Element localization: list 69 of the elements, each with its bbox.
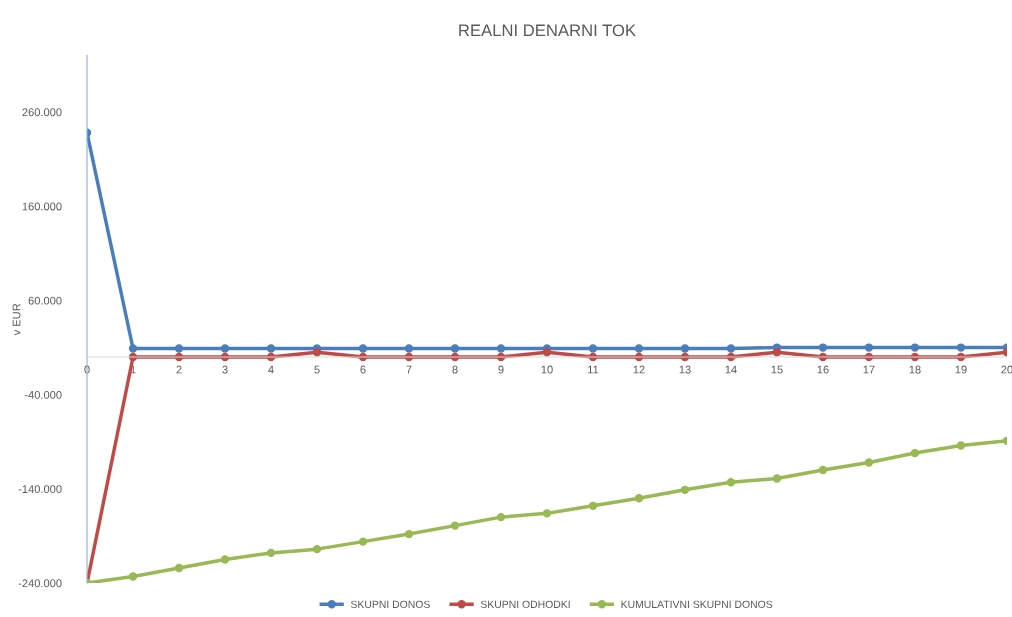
point <box>404 529 414 539</box>
point <box>910 343 920 352</box>
point <box>496 512 506 522</box>
chart-title: REALNI DENARNI TOK <box>459 24 636 37</box>
point <box>174 563 184 573</box>
y-tick-label: 160.000 <box>22 202 62 211</box>
point <box>542 509 552 518</box>
x-tick-label: 8 <box>452 365 458 374</box>
point <box>818 343 828 352</box>
x-tick-label: 18 <box>909 365 921 374</box>
point <box>680 485 690 494</box>
legend-label: KUMULATIVNI SKUPNI DONOS <box>621 600 773 608</box>
x-tick-label: 9 <box>498 365 504 374</box>
legend-label: SKUPNI ODHODKI <box>480 600 570 608</box>
x-tick-label: 7 <box>406 365 412 374</box>
x-tick-label: 13 <box>679 365 691 374</box>
point <box>496 344 506 353</box>
y-tick-label: -240.000 <box>18 579 62 588</box>
point <box>910 448 920 458</box>
x-tick-label: 5 <box>314 365 320 374</box>
x-tick-label: 0 <box>84 365 90 374</box>
point <box>312 348 322 357</box>
point <box>864 458 874 467</box>
point <box>128 344 138 353</box>
point <box>450 521 460 530</box>
point <box>956 441 966 450</box>
point <box>726 344 736 353</box>
point <box>220 344 230 353</box>
x-tick-label: 3 <box>222 365 228 374</box>
y-tick-label: -40.000 <box>24 390 62 399</box>
y-axis-title: v EUR <box>12 303 21 336</box>
y-tick-label: 60.000 <box>28 296 62 305</box>
point <box>864 343 874 352</box>
point <box>128 572 138 581</box>
point <box>542 348 552 357</box>
point <box>358 537 368 546</box>
point <box>818 465 828 475</box>
point <box>956 343 966 352</box>
point <box>588 501 598 510</box>
point <box>680 344 690 353</box>
y-tick-label: -140.000 <box>18 485 62 493</box>
x-tick-label: 2 <box>176 365 182 374</box>
x-tick-label: 11 <box>588 365 599 374</box>
x-tick-label: 17 <box>863 365 875 374</box>
x-tick-label: 16 <box>817 365 829 374</box>
legend-label: SKUPNI DONOS <box>350 600 430 608</box>
point <box>358 344 368 353</box>
point <box>588 344 598 353</box>
point <box>312 544 322 554</box>
point <box>266 344 276 353</box>
x-tick-label: 14 <box>725 365 737 374</box>
point <box>404 344 414 353</box>
x-tick-label: 12 <box>633 365 645 374</box>
y-tick-label: 260.000 <box>22 108 62 117</box>
point <box>772 474 782 483</box>
point <box>174 344 184 353</box>
point <box>634 494 644 503</box>
point <box>726 478 736 487</box>
x-tick-label: 15 <box>771 365 783 374</box>
point <box>266 548 276 558</box>
point <box>634 344 644 353</box>
x-tick-label: 6 <box>360 365 366 374</box>
point <box>220 555 230 564</box>
point <box>450 344 460 353</box>
x-tick-label: 10 <box>541 365 553 374</box>
x-tick-label: 20 <box>1001 365 1012 374</box>
x-tick-label: 4 <box>268 365 274 374</box>
x-tick-label: 19 <box>955 365 967 374</box>
point <box>772 348 782 357</box>
